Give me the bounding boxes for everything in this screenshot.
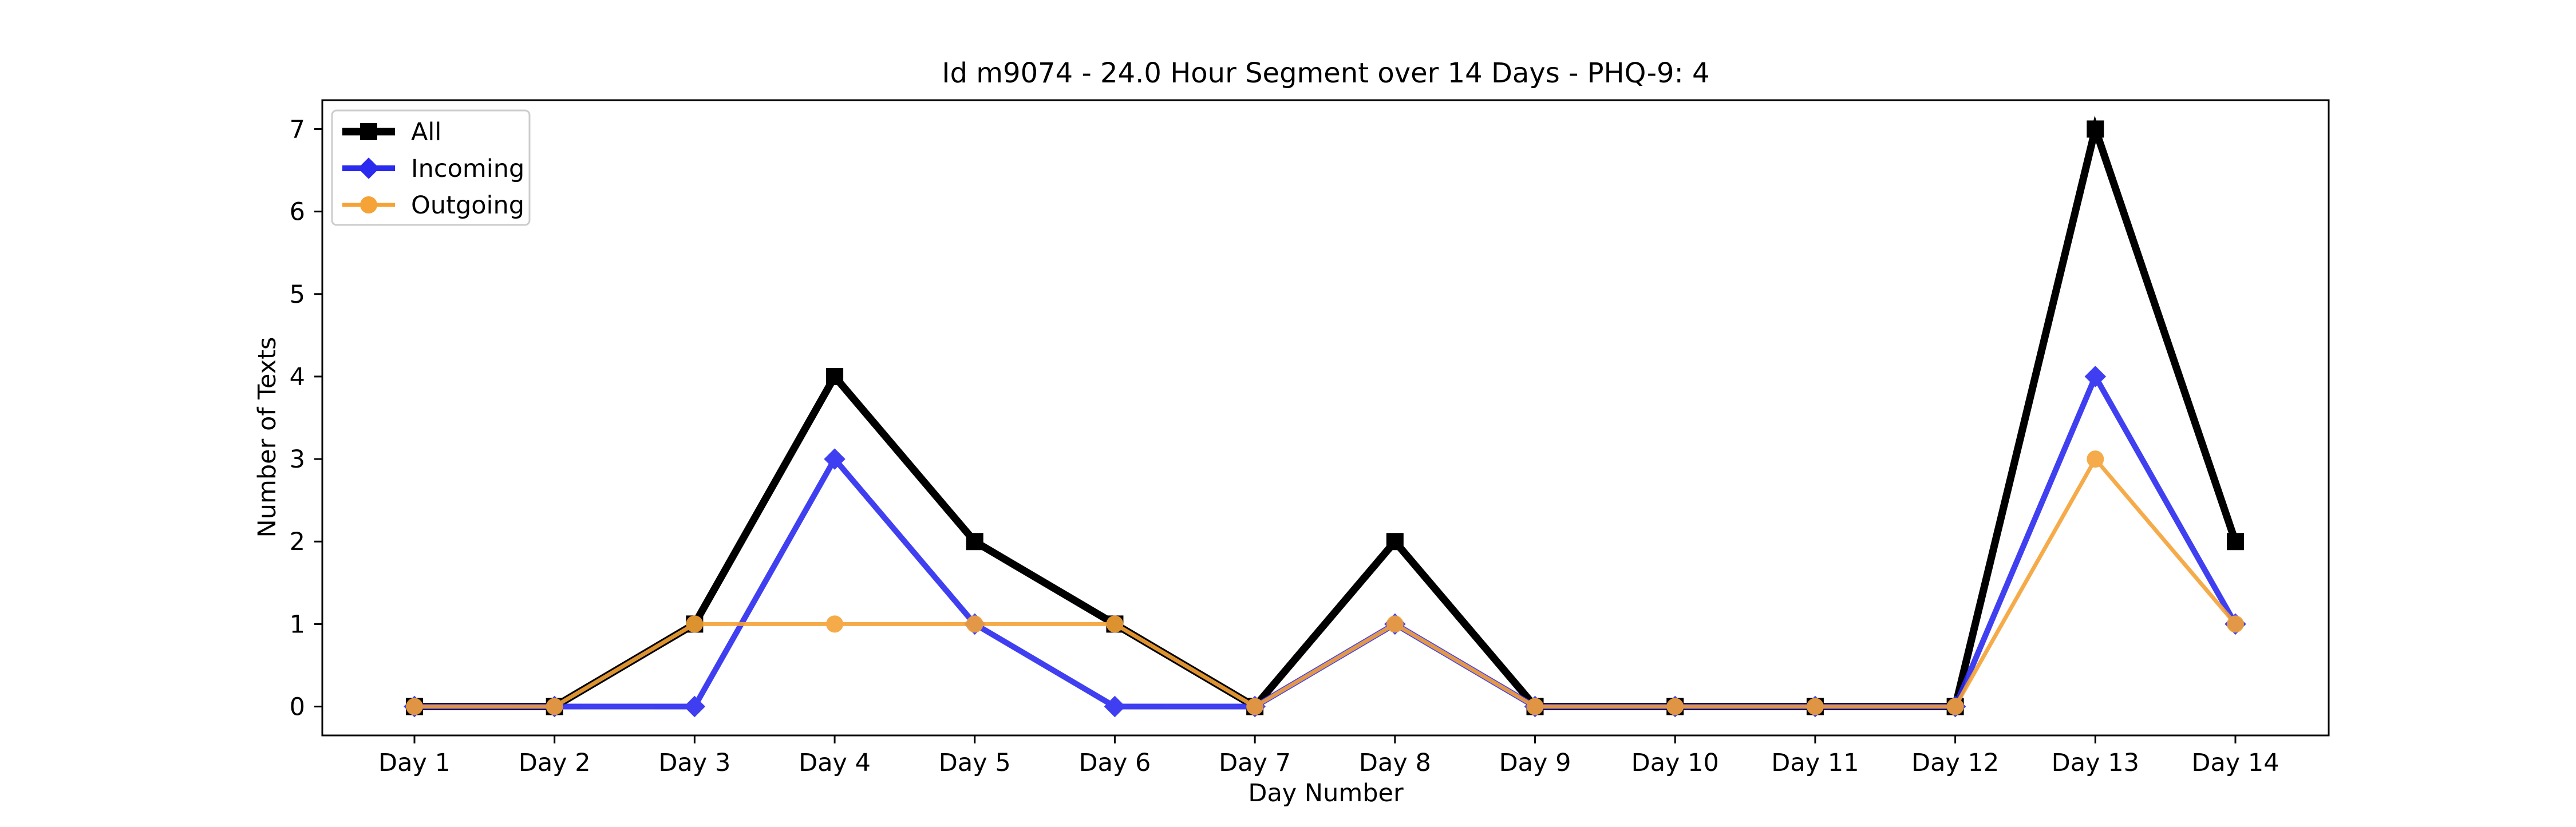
data-point-incoming [2084,366,2107,387]
legend-marker-incoming [358,157,380,179]
x-tick-label: Day 6 [1078,749,1151,777]
data-point-outgoing [1946,698,1964,715]
series-line-incoming [414,370,2238,710]
x-tick-label: Day 14 [2191,749,2279,777]
y-tick-label: 7 [290,115,305,144]
series-outgoing [406,450,2244,715]
data-point-incoming [1104,695,1126,718]
x-tick-label: Day 13 [2052,749,2139,777]
y-tick-label: 5 [290,280,305,309]
series-line-outgoing [414,455,2237,709]
data-point-outgoing [1806,698,1824,715]
x-tick-label: Day 4 [799,749,871,777]
data-point-outgoing [546,698,563,715]
data-point-all [2227,533,2244,551]
plot-frame [321,99,2330,737]
x-tick-label: Day 7 [1219,749,1291,777]
plot-area: Day 1 Day 2 Day 3 Day 4 Day 5 Day 6 Day 7 Day 8… [290,99,2330,777]
legend-label-outgoing: Outgoing [411,191,524,220]
data-point-outgoing [1106,615,1124,633]
data-point-outgoing [826,615,844,633]
x-tick-label: Day 2 [519,749,591,777]
data-point-all [2087,120,2104,138]
x-tick-label: Day 5 [939,749,1011,777]
legend-marker-all [360,123,377,140]
x-tick-label: Day 8 [1359,749,1431,777]
y-tick-label: 0 [290,693,305,722]
x-tick-label: Day 10 [1631,749,1719,777]
data-point-outgoing [1526,698,1544,715]
legend-label-incoming: Incoming [411,155,524,183]
data-point-outgoing [686,615,704,633]
y-tick-label: 3 [290,445,305,474]
data-point-outgoing [2227,615,2244,633]
y-tick-label: 4 [290,363,305,391]
legend-label-all: All [411,118,441,147]
x-tick-label: Day 1 [378,749,451,777]
legend: All Incoming Outgoing [331,109,531,226]
data-point-outgoing [406,698,423,715]
x-tick-label: Day 12 [1911,749,1999,777]
y-tick-label: 2 [290,528,305,556]
legend-box [331,109,531,226]
y-tick-label: 6 [290,198,305,227]
data-point-all [966,533,983,551]
x-tick-label: Day 9 [1499,749,1571,777]
x-tick-label: Day 11 [1771,749,1859,777]
data-point-outgoing [966,615,983,633]
x-axis-label: Day Number [1248,779,1404,808]
y-axis-label: Number of Texts [253,337,282,538]
series-all [406,116,2244,715]
chart-title: Id m9074 - 24.0 Hour Segment over 14 Day… [942,57,1709,89]
data-point-all [1386,533,1404,551]
data-point-all [826,367,844,385]
data-point-outgoing [1386,615,1404,633]
data-point-outgoing [1246,698,1264,715]
x-tick-label: Day 3 [658,749,730,777]
y-tick-label: 1 [290,610,305,639]
data-point-incoming [824,448,846,470]
data-point-incoming [683,695,706,718]
data-point-outgoing [2087,450,2104,468]
data-point-outgoing [1666,698,1684,715]
legend-marker-outgoing [360,196,377,213]
